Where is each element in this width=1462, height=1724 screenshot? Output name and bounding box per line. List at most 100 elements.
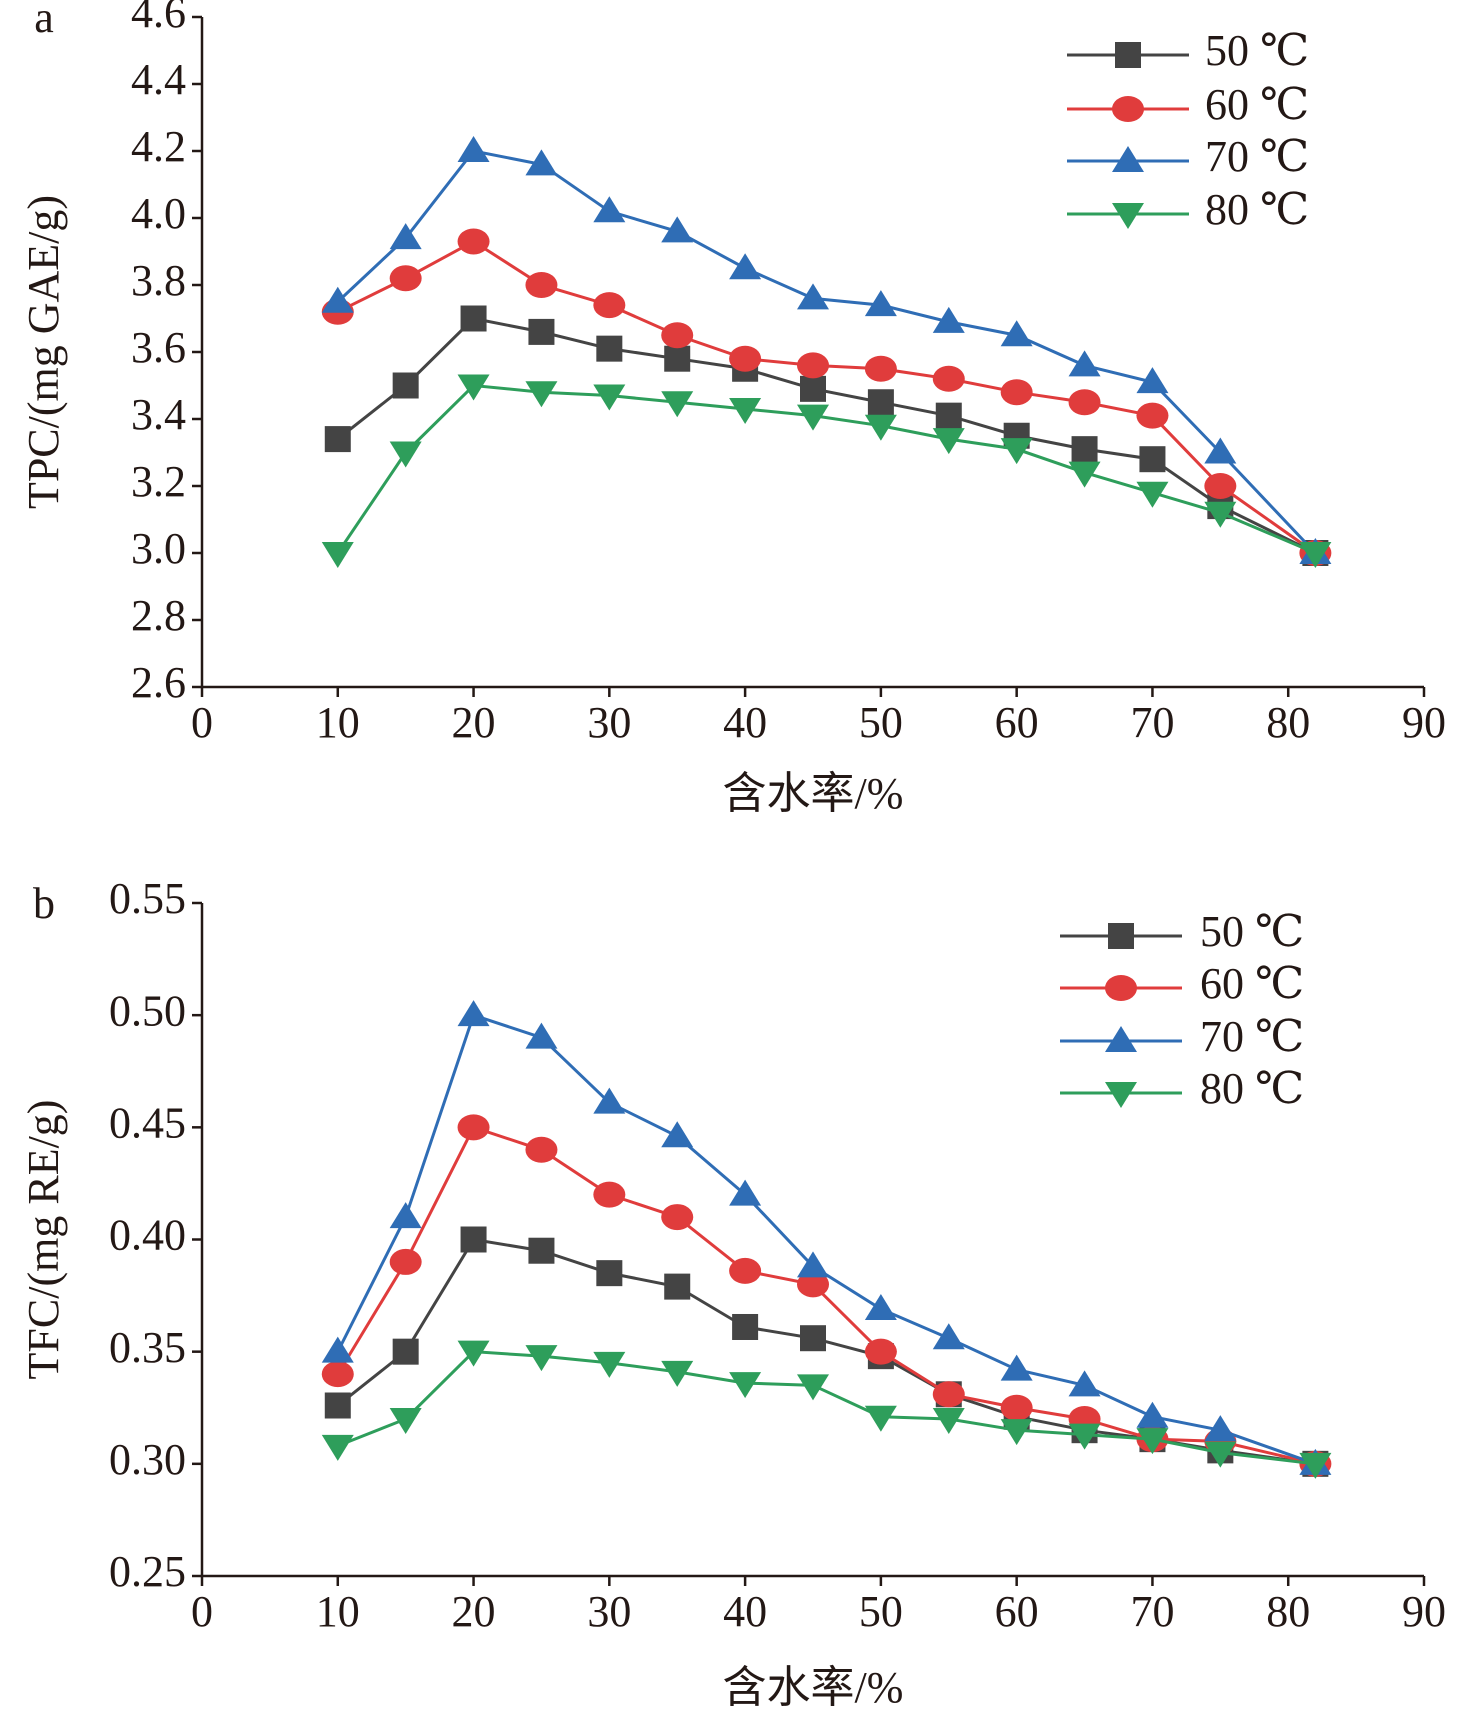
marker: [1068, 389, 1101, 416]
y-tick-label: 3.4: [131, 390, 186, 439]
marker: [932, 306, 965, 333]
x-tick-label: 60: [995, 1587, 1039, 1636]
marker: [661, 322, 694, 349]
marker: [457, 136, 490, 162]
series-line: [336, 316, 1317, 555]
marker: [1071, 436, 1098, 463]
marker: [932, 1323, 965, 1350]
x-axis-label: 含水率/%: [723, 1663, 904, 1712]
y-tick-label: 0.40: [109, 1211, 186, 1260]
marker: [864, 1294, 897, 1321]
marker: [864, 1405, 897, 1432]
x-tick-label: 70: [1130, 1587, 1174, 1636]
marker: [1068, 1370, 1101, 1397]
marker: [661, 216, 694, 243]
marker: [321, 542, 354, 568]
marker: [1136, 367, 1169, 394]
x-tick-label: 60: [995, 698, 1039, 747]
legend-marker: [1108, 923, 1134, 949]
marker: [864, 1338, 897, 1365]
marker: [729, 397, 762, 424]
legend-marker: [1112, 203, 1144, 229]
marker: [1000, 438, 1033, 465]
marker: [389, 265, 422, 292]
marker: [525, 1136, 558, 1163]
y-tick-label: 3.0: [131, 524, 186, 573]
marker: [661, 1121, 694, 1148]
x-tick-label: 20: [452, 698, 496, 747]
marker: [1299, 1452, 1332, 1479]
marker: [1204, 1415, 1237, 1442]
marker: [729, 1179, 762, 1206]
x-tick-label: 10: [316, 1587, 360, 1636]
series-line: [336, 149, 1317, 555]
x-tick-label: 50: [859, 698, 903, 747]
marker: [1136, 1401, 1169, 1428]
marker: [867, 389, 894, 416]
marker: [457, 374, 490, 401]
marker: [593, 292, 626, 319]
legend-label: 50 ℃: [1205, 26, 1309, 75]
marker: [525, 149, 558, 176]
marker: [528, 1237, 555, 1264]
marker: [797, 404, 829, 431]
marker: [729, 1257, 762, 1284]
marker: [661, 1360, 694, 1387]
marker: [1000, 1394, 1033, 1421]
marker: [324, 426, 351, 453]
marker: [864, 355, 897, 382]
marker: [593, 1181, 626, 1208]
y-tick-label: 4.4: [131, 55, 186, 104]
marker: [460, 1226, 487, 1253]
marker: [596, 1260, 623, 1287]
marker: [732, 1313, 759, 1340]
legend-label: 70 ℃: [1200, 1012, 1304, 1061]
x-tick-label: 80: [1266, 698, 1310, 747]
marker: [864, 414, 897, 441]
marker: [1136, 402, 1169, 429]
marker: [457, 228, 490, 255]
marker: [729, 1372, 762, 1399]
marker: [321, 1336, 354, 1363]
marker: [321, 1361, 354, 1388]
x-tick-label: 40: [723, 698, 767, 747]
marker: [932, 1381, 965, 1408]
marker: [457, 1000, 490, 1027]
marker: [457, 1340, 490, 1367]
y-tick-label: 4.0: [131, 189, 186, 238]
marker: [1136, 1428, 1169, 1455]
panel-label: b: [33, 879, 55, 928]
y-tick-label: 3.2: [131, 457, 186, 506]
legend-marker: [1112, 96, 1144, 122]
marker: [797, 1271, 829, 1298]
marker: [1000, 320, 1033, 347]
marker: [525, 272, 558, 298]
marker: [389, 1407, 422, 1434]
legend-marker: [1105, 1026, 1137, 1052]
series-line: [336, 1125, 1316, 1466]
marker: [392, 1338, 419, 1365]
marker: [797, 1251, 829, 1278]
marker: [729, 253, 762, 280]
y-axis-label: TFC/(mg RE/g): [19, 1100, 68, 1380]
marker: [525, 1022, 558, 1049]
legend-marker: [1105, 1082, 1137, 1108]
marker: [935, 402, 962, 429]
marker: [1068, 461, 1101, 488]
marker: [460, 305, 487, 332]
x-tick-label: 30: [587, 1587, 631, 1636]
y-tick-label: 3.6: [131, 323, 186, 372]
y-tick-label: 4.6: [131, 0, 186, 37]
legend-label: 60 ℃: [1205, 80, 1309, 129]
legend-label: 80 ℃: [1200, 1064, 1304, 1113]
marker: [389, 1248, 422, 1275]
legend-label: 80 ℃: [1205, 185, 1309, 234]
marker: [797, 1374, 829, 1401]
x-axis-label: 含水率/%: [723, 769, 904, 818]
marker: [797, 283, 829, 310]
x-tick-label: 30: [587, 698, 631, 747]
legend-marker: [1105, 975, 1137, 1001]
marker: [1000, 1354, 1033, 1381]
x-tick-label: 40: [723, 1587, 767, 1636]
